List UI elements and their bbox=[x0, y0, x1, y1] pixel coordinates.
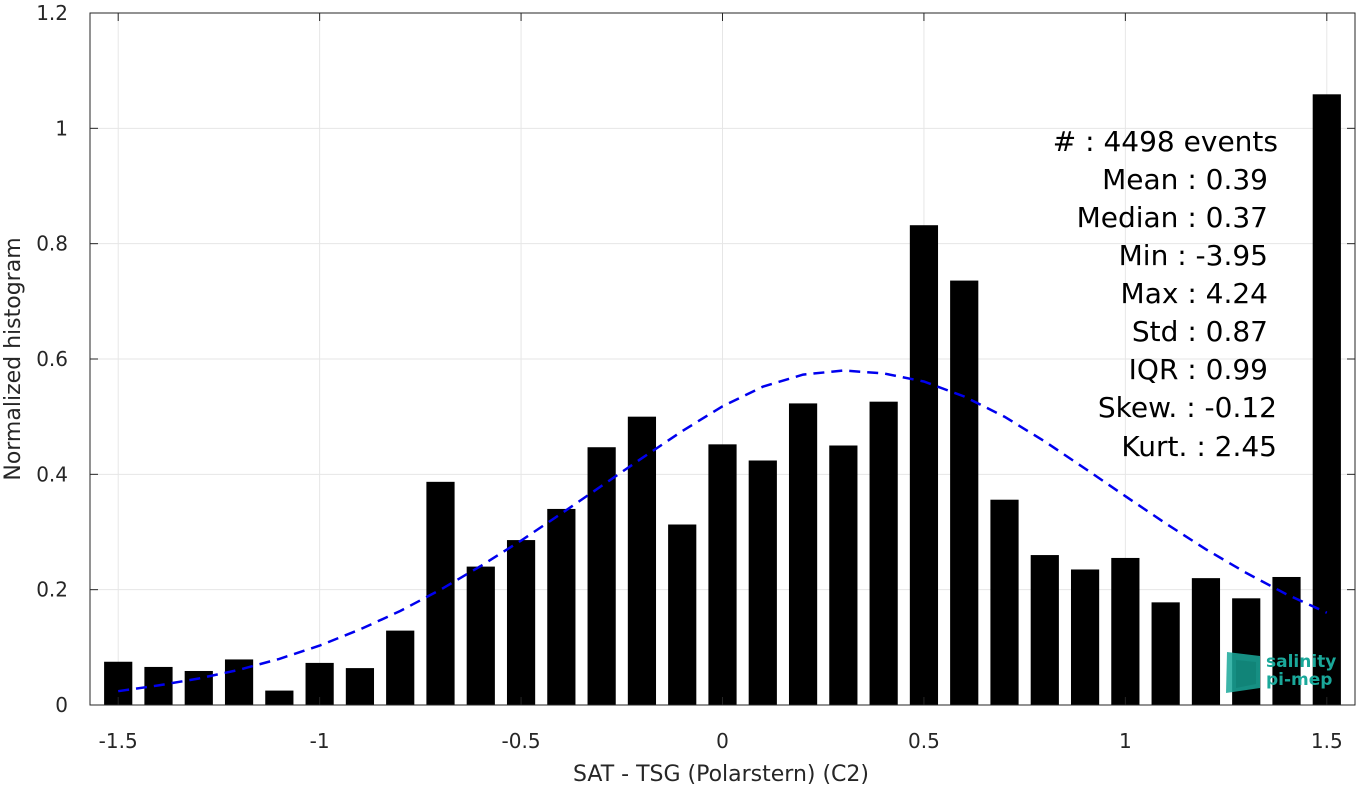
stats-box: # : 4498 events Mean : 0.39 Median : 0.3… bbox=[1053, 125, 1278, 463]
logo-cube-shade bbox=[1236, 660, 1256, 688]
x-axis-label: SAT - TSG (Polarstern) (C2) bbox=[573, 762, 869, 785]
y-tick-label: 0.6 bbox=[36, 347, 68, 371]
x-tick-label: 1.5 bbox=[1311, 729, 1343, 753]
stat-iqr: IQR : 0.99 bbox=[1129, 353, 1268, 386]
stat-median: Median : 0.37 bbox=[1077, 201, 1268, 234]
histogram-bar bbox=[1070, 569, 1100, 705]
histogram-bar bbox=[748, 460, 777, 705]
histogram-bar bbox=[386, 630, 415, 705]
histogram-bar bbox=[265, 690, 294, 705]
histogram-bar bbox=[1312, 94, 1341, 705]
y-axis-label: Normalized histogram bbox=[1, 237, 26, 480]
stat-min: Min : -3.95 bbox=[1119, 239, 1268, 272]
histogram-bar bbox=[547, 508, 576, 705]
stat-mean: Mean : 0.39 bbox=[1102, 163, 1268, 196]
histogram-bar bbox=[829, 445, 858, 705]
histogram-bar bbox=[506, 540, 536, 705]
histogram-bar bbox=[345, 668, 375, 705]
y-tick-label: 0.8 bbox=[36, 232, 68, 256]
x-tick-label: -1 bbox=[310, 729, 330, 753]
x-tick-label: 0.5 bbox=[908, 729, 940, 753]
histogram-bar bbox=[587, 447, 616, 705]
y-tick-label: 0.2 bbox=[36, 578, 68, 602]
histogram-bar bbox=[627, 416, 657, 705]
histogram-bar bbox=[909, 225, 939, 706]
histogram-bar bbox=[426, 481, 455, 705]
bars bbox=[104, 94, 1341, 706]
x-tick-label: -1.5 bbox=[99, 729, 138, 753]
y-tick-label: 0.4 bbox=[36, 462, 68, 486]
stat-count: # : 4498 events bbox=[1053, 125, 1278, 158]
logo-text-line1: salinity bbox=[1266, 652, 1336, 672]
x-tick-label: -0.5 bbox=[502, 729, 541, 753]
stat-max: Max : 4.24 bbox=[1121, 277, 1268, 310]
histogram-bar bbox=[668, 524, 697, 705]
stat-std: Std : 0.87 bbox=[1132, 315, 1268, 348]
histogram-bar bbox=[869, 401, 898, 705]
y-tick-label: 0 bbox=[55, 693, 68, 717]
x-tick-labels: -1.5 -1 -0.5 0 0.5 1 1.5 bbox=[99, 729, 1343, 753]
histogram-bar bbox=[990, 499, 1019, 705]
histogram-bar bbox=[950, 280, 979, 705]
histogram-bar bbox=[1191, 578, 1221, 705]
histogram-bar bbox=[1151, 602, 1180, 705]
ticks bbox=[90, 12, 1355, 706]
y-tick-label: 1 bbox=[55, 116, 68, 140]
stat-kurt: Kurt. : 2.45 bbox=[1121, 430, 1277, 463]
x-tick-label: 1 bbox=[1119, 729, 1132, 753]
fit-curve bbox=[118, 369, 1328, 693]
stat-skew: Skew. : -0.12 bbox=[1098, 391, 1277, 424]
x-tick-label: 0 bbox=[716, 729, 729, 753]
salinity-pimep-logo: salinity pi-mep bbox=[1226, 652, 1336, 693]
y-tick-label: 1.2 bbox=[36, 1, 68, 25]
histogram-bar bbox=[1111, 557, 1140, 705]
y-tick-labels: 0 0.2 0.4 0.6 0.8 1 1.2 bbox=[36, 1, 68, 717]
histogram-bar bbox=[708, 444, 737, 705]
logo-text-line2: pi-mep bbox=[1266, 670, 1332, 690]
histogram-bar bbox=[788, 403, 818, 705]
histogram-bar bbox=[466, 566, 495, 705]
histogram-bar bbox=[1030, 555, 1059, 705]
